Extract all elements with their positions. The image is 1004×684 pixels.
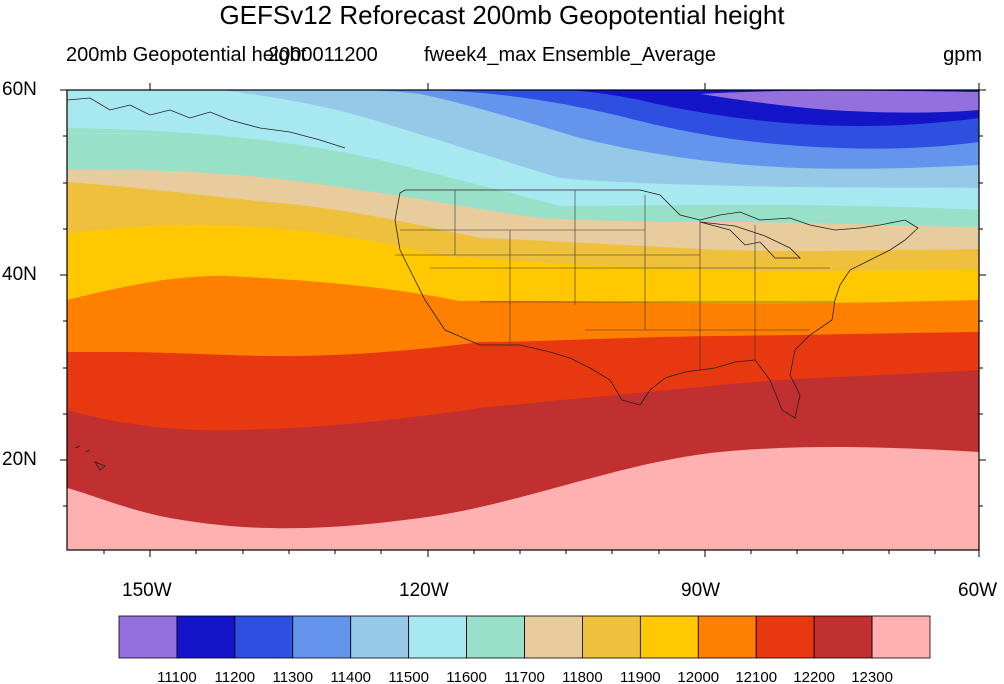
colorbar-label: 11500 [388, 669, 429, 684]
colorbar-label: 12000 [677, 669, 719, 684]
colorbar-label: 11600 [446, 669, 487, 684]
colorbar-label: 11200 [215, 669, 256, 684]
colorbar-label: 11100 [157, 669, 197, 684]
colorbar-swatch [755, 615, 815, 659]
colorbar-label: 12100 [735, 669, 777, 684]
colorbar: 11100 11200 11300 11400 11500 11600 11700 11800… [118, 615, 931, 684]
subtitle-units: gpm [943, 44, 982, 66]
colorbar-swatch [350, 615, 410, 659]
colorbar-swatch [697, 615, 757, 659]
colorbar-swatch [234, 615, 294, 659]
lon-label-90w: 90W [681, 580, 721, 601]
subtitle-left: 200mb Geopotential height [66, 44, 307, 66]
subtitle-run: fweek4_max Ensemble_Average [424, 44, 717, 66]
us-outline [394, 189, 919, 419]
colorbar-swatch [582, 615, 641, 659]
hawaii [74, 445, 106, 471]
colorbar-swatch [813, 615, 873, 659]
state-boundaries [395, 190, 835, 370]
lon-label-120w: 120W [399, 580, 449, 601]
band-11700-west [67, 128, 380, 160]
canada-coast [67, 97, 346, 149]
colorbar-swatch [118, 615, 178, 659]
colorbar-swatch [408, 615, 467, 659]
colorbar-label: 12300 [851, 669, 893, 684]
lon-label-150w: 150W [122, 580, 172, 601]
coastline-and-borders [67, 97, 919, 471]
great-lakes [699, 221, 801, 259]
colorbar-label: 11900 [620, 669, 661, 684]
lat-label-60n: 60N [2, 79, 37, 100]
colorbar-label: 11300 [272, 669, 313, 684]
colorbar-label: 11400 [330, 669, 371, 684]
contour-bands [67, 90, 979, 550]
lat-label-40n: 40N [2, 264, 37, 285]
colorbar-label: 11800 [562, 669, 603, 684]
band-11100 [700, 90, 979, 113]
colorbar-swatch [639, 615, 699, 659]
plot-title: GEFSv12 Reforecast 200mb Geopotential he… [219, 0, 785, 30]
colorbar-swatch [466, 615, 525, 659]
colorbar-swatch [524, 615, 583, 659]
colorbar-swatch [176, 615, 236, 659]
axis-ticks [60, 83, 986, 557]
colorbar-swatch [292, 615, 352, 659]
map-frame [66, 89, 980, 551]
lat-label-20n: 20N [2, 449, 37, 470]
colorbar-swatch [871, 615, 931, 659]
colorbar-label: 11700 [504, 669, 545, 684]
subtitle-date: 2000011200 [268, 44, 378, 66]
lon-label-60w: 60W [958, 580, 998, 601]
colorbar-label: 12200 [793, 669, 835, 684]
